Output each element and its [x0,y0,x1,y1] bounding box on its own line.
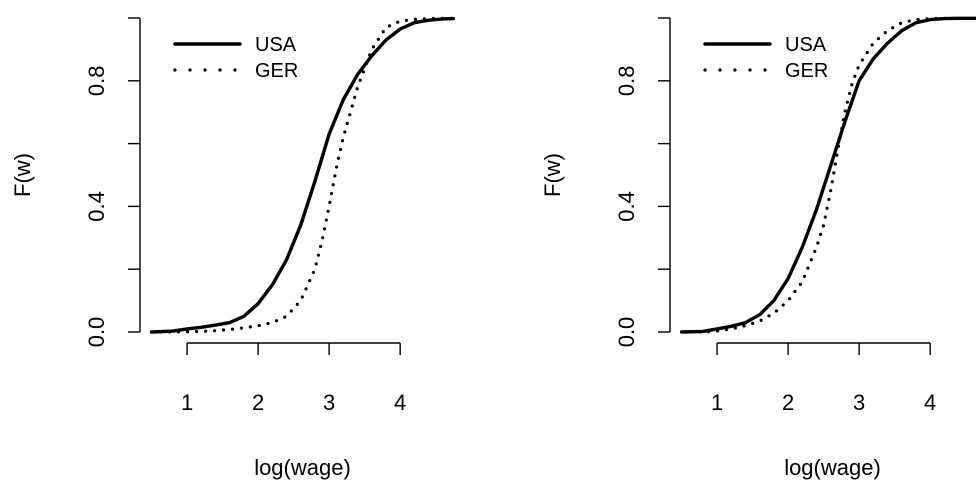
x-axis-label: log(wage) [784,455,881,480]
y-tick-label: 0.0 [84,317,109,348]
x-tick-label: 1 [711,390,723,415]
y-tick-label: 0.0 [614,317,639,348]
x-tick-label: 3 [853,390,865,415]
chart-panel-left: 0.0 0.4 0.8 1 2 3 4 log(wage) F(w) USA GER [10,16,456,480]
x-tick-label: 2 [782,390,794,415]
y-tick-label: 0.8 [84,66,109,97]
legend-label-ger: GER [785,60,828,82]
legend-label-usa: USA [255,34,297,56]
series-line-usa [679,16,976,334]
y-tick-label: 0.8 [614,66,639,97]
legend-label-usa: USA [785,34,827,56]
x-tick-label: 4 [924,390,936,415]
x-tick-label: 3 [323,390,335,415]
y-axis-label: F(w) [10,153,35,197]
chart-panel-right: 0.0 0.4 0.8 1 2 3 4 log(wage) F(w) USA GER [540,16,976,480]
x-tick-label: 1 [181,390,193,415]
series-line-usa [149,16,456,334]
y-tick-label: 0.4 [614,191,639,222]
legend-label-ger: GER [255,60,298,82]
series-line-ger [150,16,455,334]
x-axis-label: log(wage) [254,455,351,480]
y-tick-label: 0.4 [84,191,109,222]
series-line-ger [680,16,976,334]
x-tick-label: 2 [252,390,264,415]
y-axis-label: F(w) [540,153,565,197]
x-tick-label: 4 [394,390,406,415]
